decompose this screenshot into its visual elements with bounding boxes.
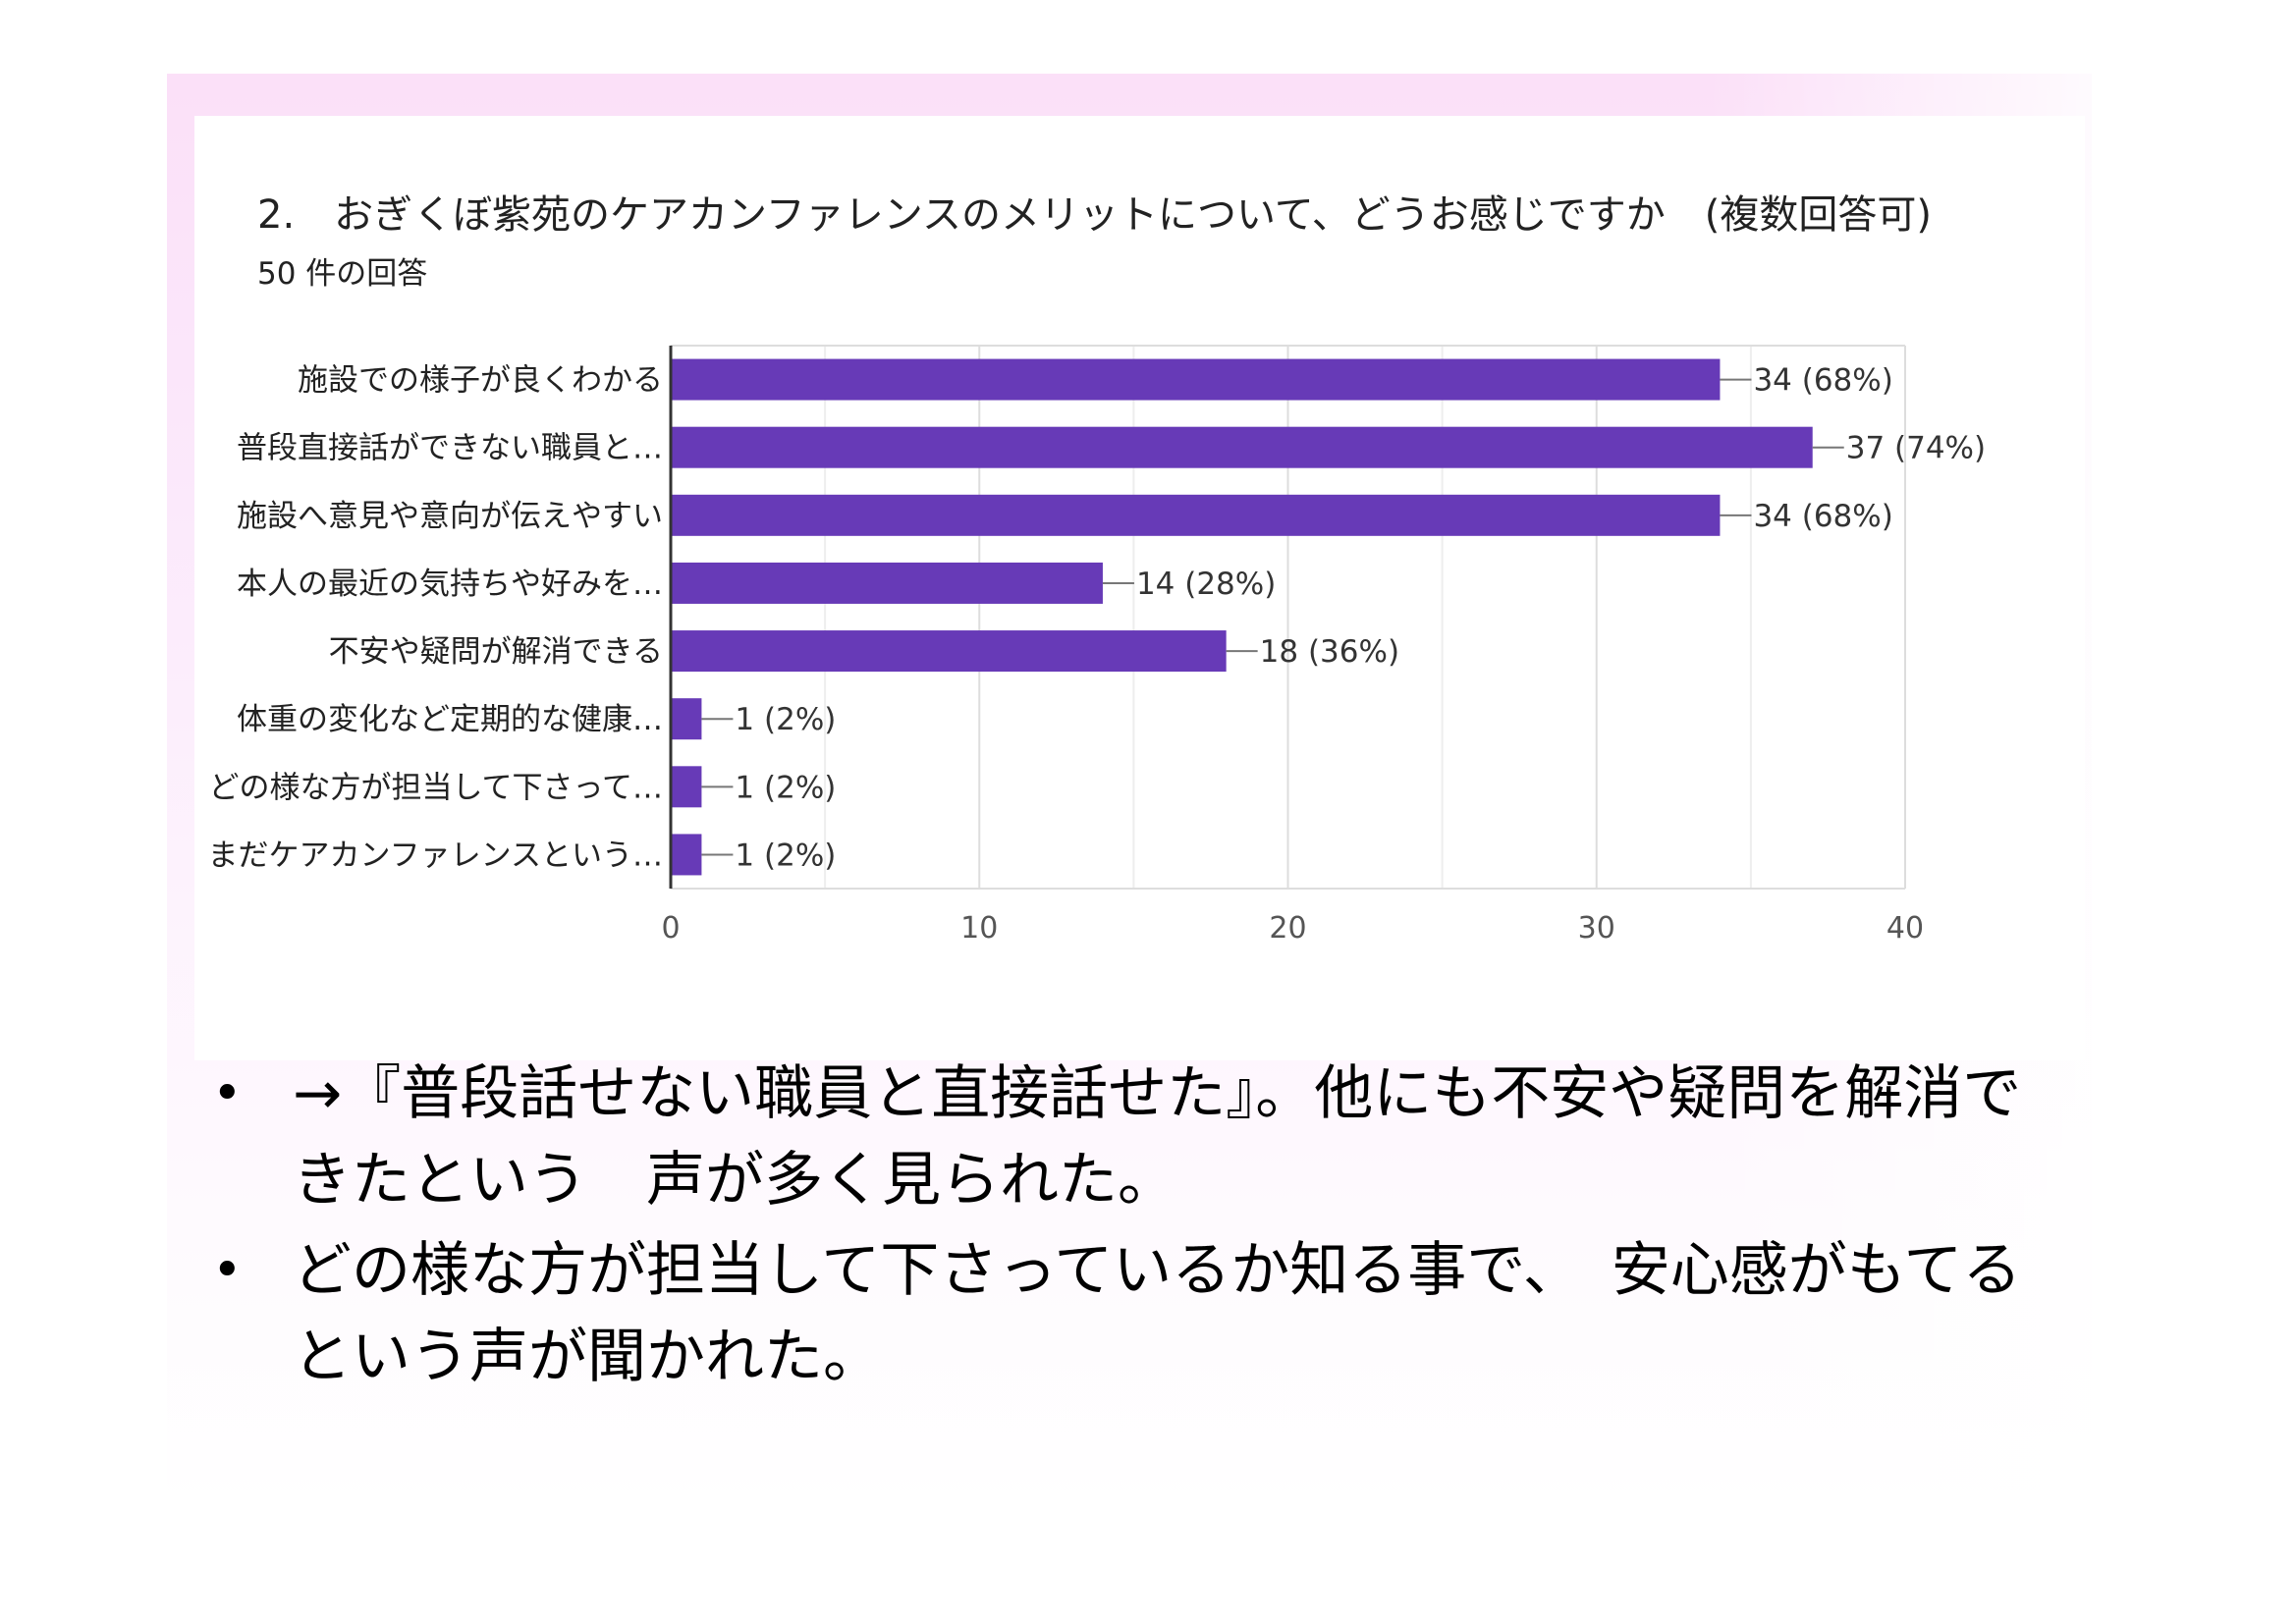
x-tick-label: 0 xyxy=(661,911,680,946)
x-tick-label: 10 xyxy=(960,911,998,946)
value-label: 18 (36%) xyxy=(1260,634,1399,670)
value-label: 1 (2%) xyxy=(735,838,836,873)
bar xyxy=(671,630,1227,673)
value-label: 34 (68%) xyxy=(1753,499,1892,534)
bar xyxy=(671,698,702,740)
bullet-dot: • xyxy=(212,1241,243,1300)
response-count: 50 件の回答 xyxy=(257,256,428,292)
value-label: 37 (74%) xyxy=(1846,431,1986,466)
chart-title: 2. おぎくぼ紫苑のケアカンファレンスのメリットについて、どうお感じですか (複… xyxy=(257,192,1932,238)
category-label: 不安や疑問が解消できる xyxy=(329,634,663,670)
bar xyxy=(671,766,702,808)
value-label: 1 (2%) xyxy=(735,770,836,805)
value-label: 1 (2%) xyxy=(735,702,836,737)
chart-card xyxy=(194,116,2085,1060)
bar xyxy=(671,834,702,876)
bar xyxy=(671,358,1721,401)
category-label: 本人の最近の気持ちや好みを… xyxy=(237,567,663,602)
bullet-item: • どの様な方が担当して下さっているか知る事で、 安心感がもてるという声が聞かれ… xyxy=(206,1227,2072,1400)
category-label: 体重の変化など定期的な健康… xyxy=(237,702,663,737)
category-label: 施設での様子が良くわかる xyxy=(298,363,663,399)
category-label: 施設へ意見や意向が伝えやすい xyxy=(237,499,663,534)
x-tick-label: 30 xyxy=(1578,911,1615,946)
bars xyxy=(671,358,1813,876)
bullet-text: どの様な方が担当して下さっているか知る事で、 安心感がもてるという声が聞かれた。 xyxy=(293,1236,2022,1391)
bar xyxy=(671,426,1813,468)
bullet-dot: • xyxy=(212,1064,243,1123)
x-tick-label: 20 xyxy=(1269,911,1306,946)
bullet-text: →『普段話せない職員と直接話せた』。他にも不安や疑問を解消できたという 声が多く… xyxy=(293,1059,2022,1215)
category-label: まだケアカンファレンスという… xyxy=(208,838,663,873)
bar xyxy=(671,494,1721,536)
bar xyxy=(671,562,1103,604)
category-label: 普段直接話ができない職員と… xyxy=(237,431,663,466)
bullet-item: • →『普段話せない職員と直接話せた』。他にも不安や疑問を解消できたという 声が… xyxy=(206,1051,2072,1223)
bullet-list: • →『普段話せない職員と直接話せた』。他にも不安や疑問を解消できたという 声が… xyxy=(206,1051,2072,1404)
value-label: 34 (68%) xyxy=(1753,363,1892,399)
category-label: どの様な方が担当して下さって… xyxy=(208,770,663,805)
value-label: 14 (28%) xyxy=(1136,567,1276,602)
x-tick-label: 40 xyxy=(1886,911,1924,946)
labels: 34 (68%) 施設での様子が良くわかる 37 (74%) 普段直接話ができない職員… xyxy=(208,346,1986,946)
